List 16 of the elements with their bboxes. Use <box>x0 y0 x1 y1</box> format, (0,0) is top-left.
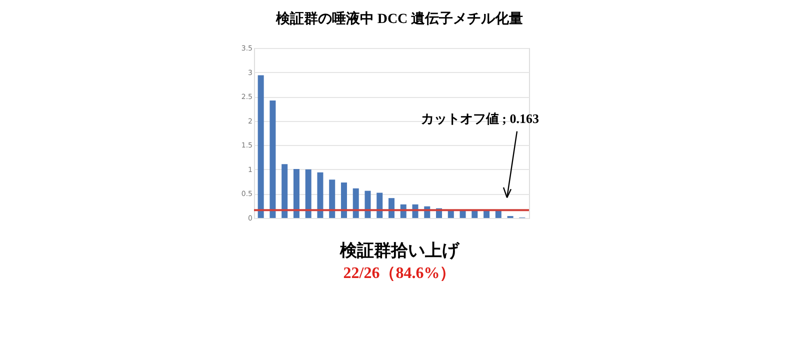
annotation: カットオフ値 ; 0.163 <box>420 111 540 126</box>
bar <box>364 190 371 218</box>
bar <box>317 172 324 218</box>
bar <box>329 180 336 218</box>
bar <box>293 168 300 218</box>
text: 検証群拾い上げ <box>339 241 460 261</box>
bar <box>340 182 347 218</box>
text: 22/26（84.6%） <box>343 265 456 282</box>
chart-title: 検証群の唾液中 DCC 遺伝子メチル化量 <box>274 10 524 27</box>
bar <box>376 192 383 218</box>
bar <box>352 188 359 218</box>
bar <box>282 164 288 218</box>
bar <box>305 169 312 218</box>
bar <box>258 75 264 218</box>
bar <box>270 100 276 218</box>
bar <box>388 198 394 218</box>
